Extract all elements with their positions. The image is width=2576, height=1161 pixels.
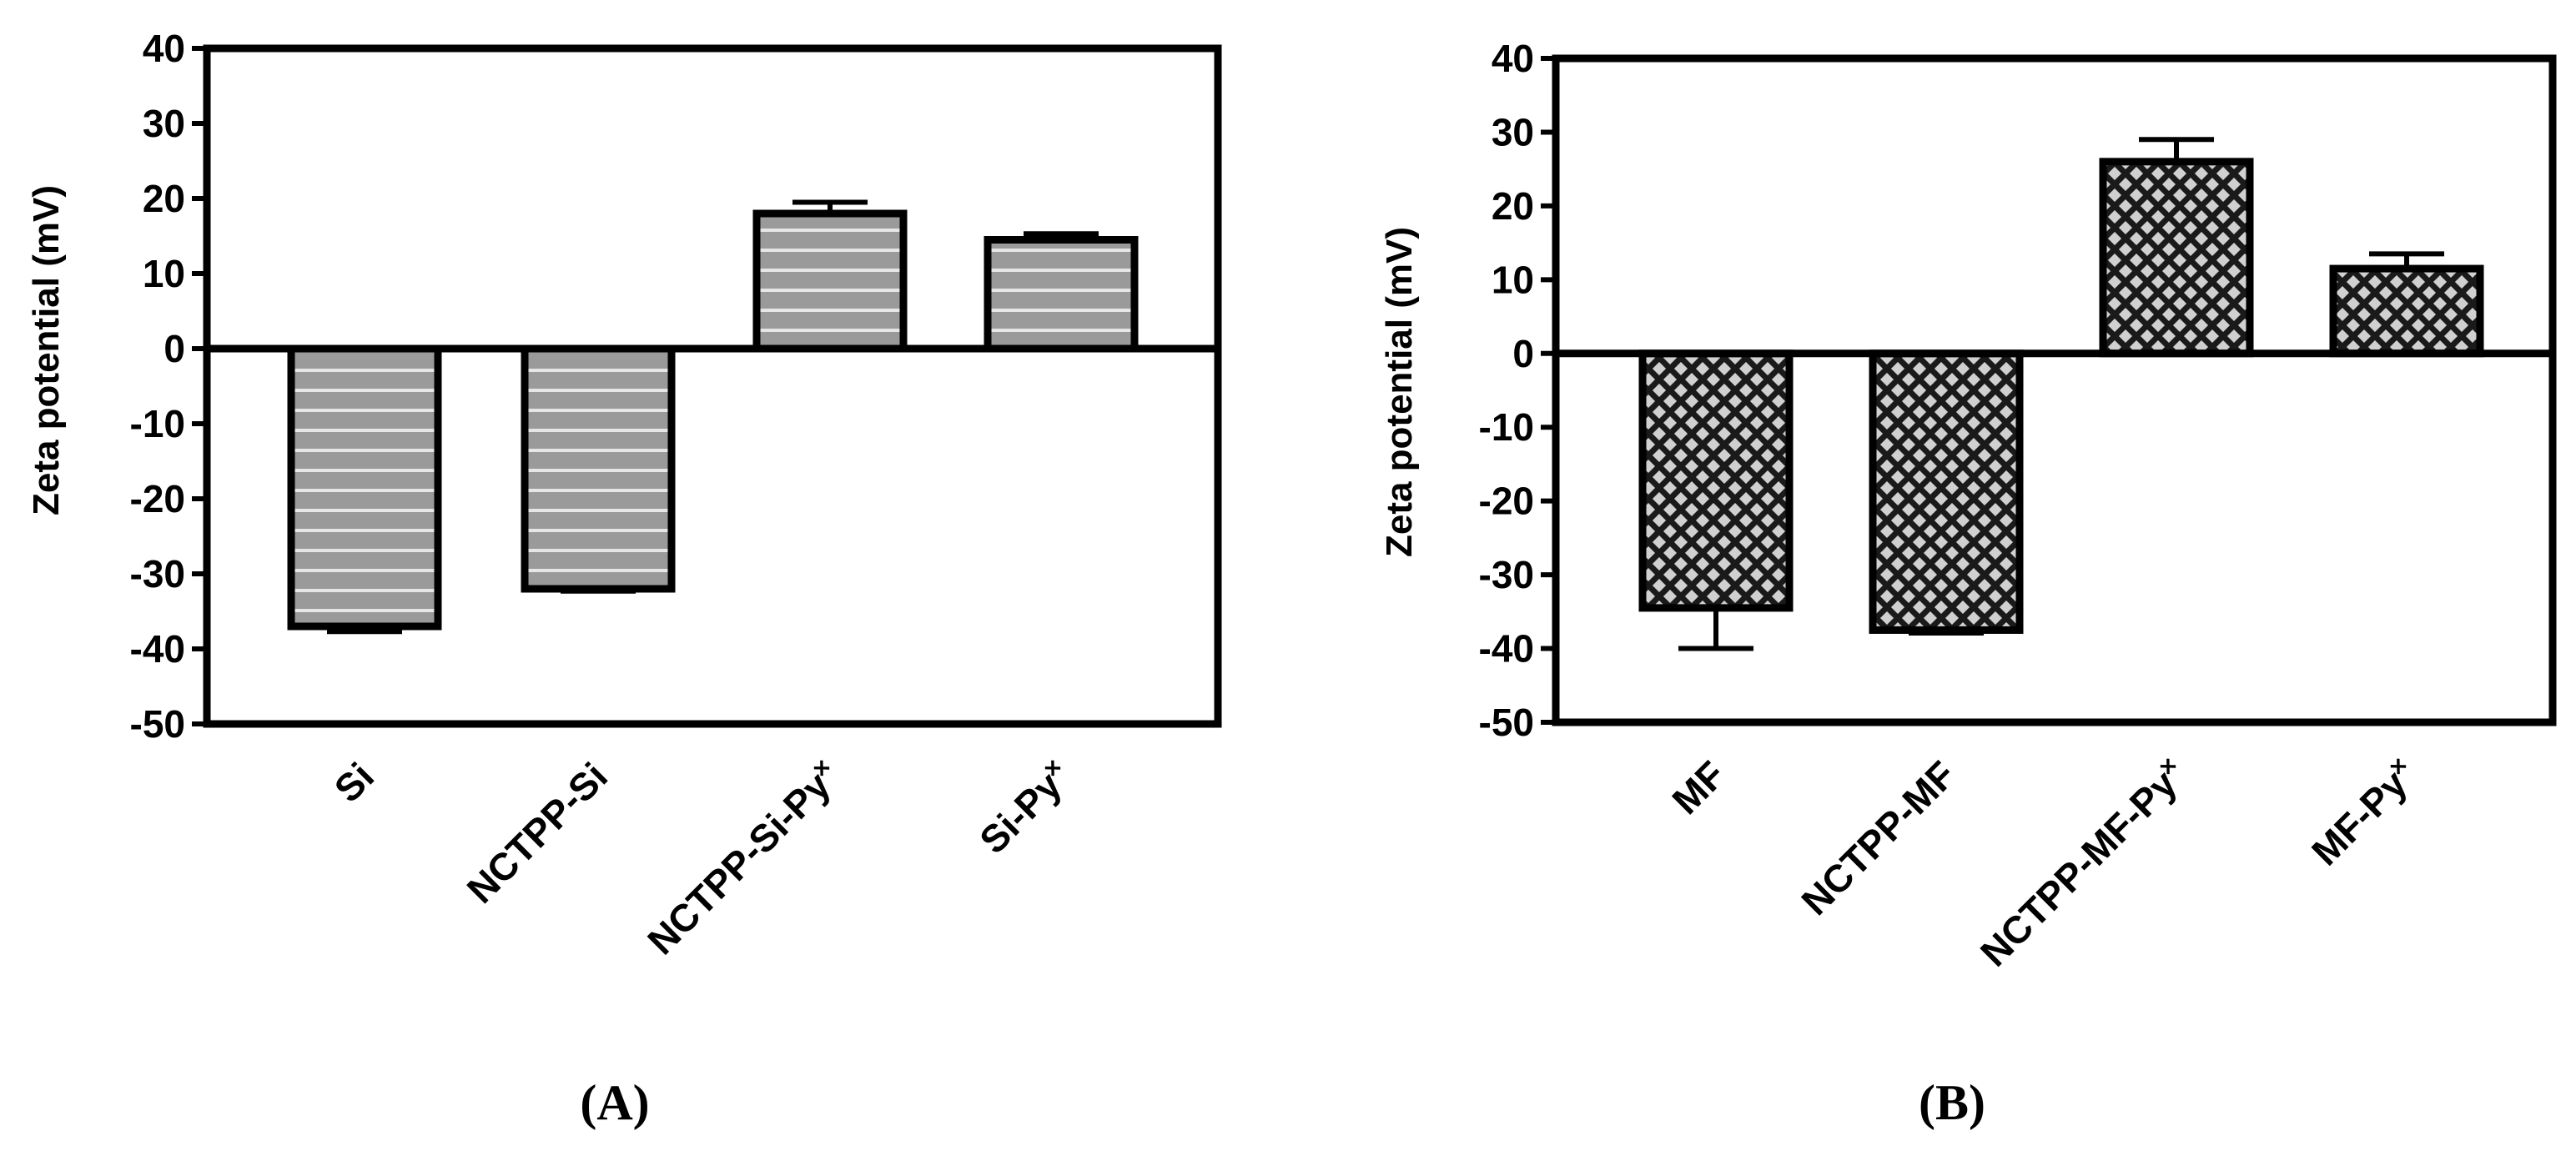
y-tick-label: -40: [1479, 627, 1534, 671]
x-tick-label: Si: [326, 754, 383, 811]
y-tick-label: 40: [1492, 37, 1534, 80]
x-tick-label: NCTPP-MF-Py˟: [1972, 752, 2195, 975]
y-tick-label: -30: [1479, 553, 1534, 596]
y-tick-label: 30: [143, 102, 185, 145]
y-tick-label: 30: [1492, 110, 1534, 153]
y-axis-label: Zeta potential (mV): [26, 185, 67, 515]
y-tick-label: -50: [1479, 701, 1534, 744]
plot-frame: [1552, 54, 2557, 726]
y-tick-label: -30: [130, 552, 185, 596]
chart-panel-b: 40 30 20 10 0 -10 -20 -30 -40 -50 MF NCTPP-MF NCTPP-…: [1379, 37, 2557, 1130]
plot-frame: [203, 44, 1222, 728]
y-tick-label: 40: [143, 27, 185, 70]
bar: [2099, 158, 2254, 358]
bar: [752, 209, 908, 353]
x-tick-label: MF-Py˟: [2303, 752, 2425, 874]
x-tick-label: NCTPP-Si-Py˟: [639, 754, 848, 963]
y-tick-label: -20: [130, 477, 185, 520]
x-tick-label: MF: [1663, 752, 1733, 822]
panel-letter: B: [1935, 1075, 1969, 1130]
x-tick-label: Si-Py˟: [971, 754, 1079, 862]
y-tick-label: -10: [130, 402, 185, 445]
panel-label-b: (B): [1919, 1075, 1985, 1130]
y-tick-label: 10: [143, 252, 185, 295]
y-tick-label: 20: [143, 177, 185, 220]
panel-label-a: (A): [580, 1075, 649, 1130]
bar: [521, 344, 676, 593]
bar: [2329, 264, 2484, 358]
chart-panel-a: 40 30 20 10 0 -10 -20 -30 -40 -50 Si NCTPP-Si NCTPP-…: [26, 27, 1222, 1130]
y-tick-label: -40: [130, 627, 185, 671]
bar: [1869, 349, 2024, 634]
panel-letter: A: [596, 1075, 632, 1130]
y-tick-label: 10: [1492, 258, 1534, 301]
bar: [1638, 349, 1794, 612]
y-tick-label: 0: [1512, 332, 1534, 375]
x-tick-label: NCTPP-Si: [458, 754, 616, 912]
y-tick-label: 20: [1492, 184, 1534, 228]
y-tick-label: -10: [1479, 405, 1534, 449]
y-tick-label: 0: [164, 327, 185, 370]
y-tick-label: -50: [130, 702, 185, 746]
x-tick-label: NCTPP-MF: [1793, 752, 1964, 923]
y-axis-label: Zeta potential (mV): [1379, 227, 1420, 557]
bar: [984, 236, 1139, 353]
y-tick-label: -20: [1479, 480, 1534, 523]
bar: [287, 344, 442, 631]
